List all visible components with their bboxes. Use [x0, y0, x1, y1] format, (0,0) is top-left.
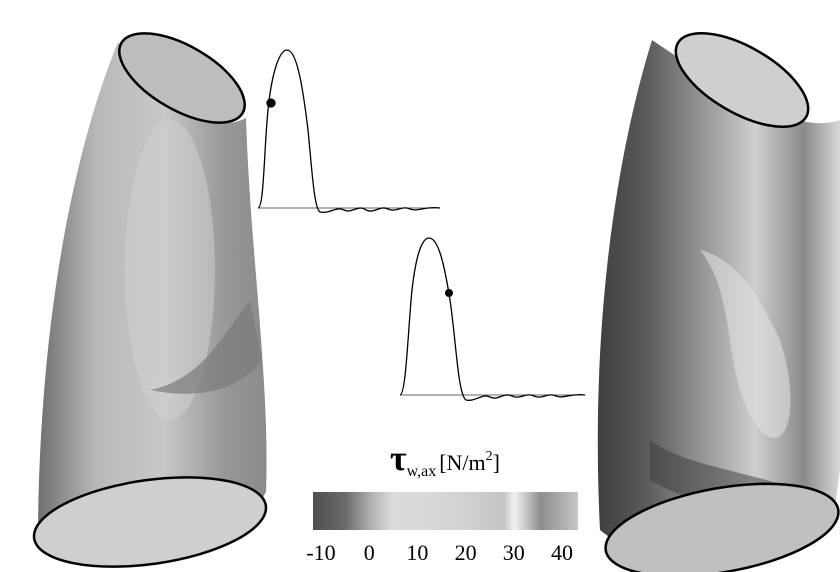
vessel-inlet — [674, 31, 810, 129]
left-vessel — [32, 32, 268, 568]
colorbar-tick-label: 20 — [455, 540, 477, 565]
time-marker — [266, 98, 276, 108]
highlight — [125, 120, 215, 420]
right-vessel — [597, 31, 840, 572]
vessel-outlet — [32, 476, 268, 568]
shading — [700, 250, 791, 438]
colorbar-tick-label: 30 — [503, 540, 525, 565]
colorbar-tick-label: 0 — [364, 540, 375, 565]
vessel-outlet — [604, 482, 840, 572]
waveform — [399, 237, 586, 401]
colorbar-tick-label: 10 — [406, 540, 428, 565]
colorbar-tick-label: -10 — [306, 540, 335, 565]
colorbar-scale — [313, 492, 578, 530]
symbol: τ — [390, 438, 407, 478]
colorbar-tick-label: 40 — [551, 540, 573, 565]
shading — [150, 300, 262, 394]
subscript: w,ax — [407, 463, 437, 480]
superscript: 2 — [486, 449, 493, 464]
waveform-inset — [257, 49, 441, 213]
unit: [N/m — [439, 450, 485, 475]
colorbar: τw,ax [N/m2] -10 0 10 20 30 40 — [306, 438, 578, 565]
time-marker — [445, 289, 453, 297]
waveform — [257, 49, 441, 213]
colorbar-label: τw,ax [N/m2] — [390, 438, 500, 480]
vessel-inlet — [118, 32, 246, 124]
unit-end: ] — [493, 450, 500, 475]
waveform-inset — [399, 237, 586, 401]
